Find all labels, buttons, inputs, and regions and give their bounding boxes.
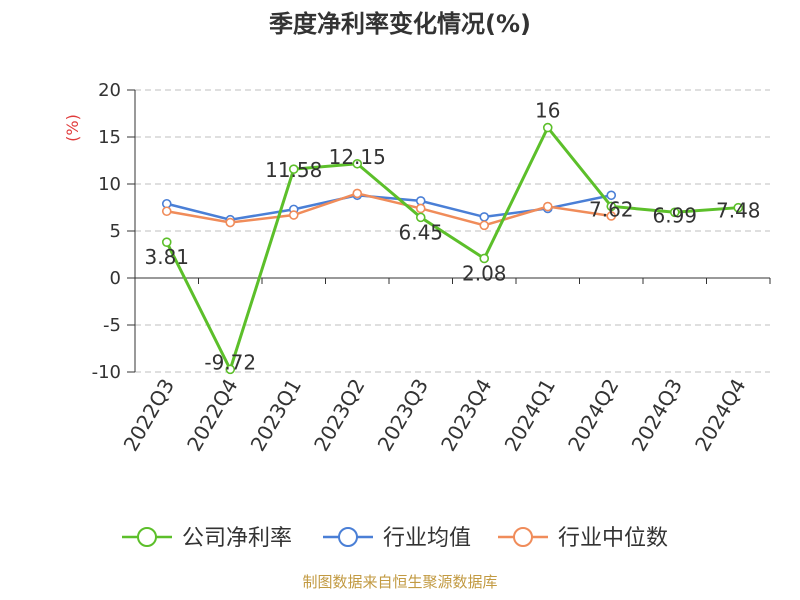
x-tick-label: 2022Q4 [182,375,242,456]
data-point [161,206,172,217]
data-point [606,190,617,201]
x-tick-label: 2023Q3 [373,375,433,456]
data-label: 6.45 [398,220,443,244]
x-tick-label: 2024Q2 [563,375,623,456]
data-point [352,158,363,169]
data-point [542,201,553,212]
data-label: 11.58 [265,158,322,182]
legend-marker [338,527,358,547]
data-point [288,164,299,174]
data-point [669,207,680,218]
data-label: 7.62 [589,197,634,221]
series-line [166,192,612,227]
data-label: 3.81 [144,245,189,269]
y-tick-label: 0 [110,268,121,289]
data-label: 6.99 [652,203,697,227]
y-tick-label: -10 [92,362,121,383]
x-tick-label: 2024Q4 [690,375,750,456]
data-label: 2.08 [462,261,507,285]
legend-label: 行业均值 [383,526,471,551]
data-label: -9.72 [204,350,256,374]
data-point [415,203,426,214]
data-point [479,212,490,222]
y-tick-label: -5 [103,315,121,336]
data-point [479,220,490,231]
data-label: 16 [535,99,560,123]
x-tick-label: 2024Q1 [500,375,560,456]
x-tick-label: 2023Q1 [246,375,306,456]
data-point [288,210,299,220]
data-point [542,122,553,133]
series-line [165,124,739,374]
legend-marker [137,527,157,547]
data-point [733,202,744,213]
data-label: 12.15 [329,145,386,169]
x-tick-label: 2023Q2 [309,375,369,456]
data-point [161,237,172,247]
legend-label: 公司净利率 [182,526,292,551]
data-point [606,201,617,212]
y-tick-label: 5 [110,221,121,242]
data-point [225,364,236,375]
y-tick-label: 15 [98,127,121,148]
legend-marker [513,527,533,547]
source-footer: 制图数据来自恒生聚源数据库 [302,573,498,591]
data-point [225,217,236,228]
y-tick-label: 20 [98,80,121,101]
legend-label: 行业中位数 [558,526,668,551]
data-label: 7.48 [716,199,761,223]
x-tick-label: 2022Q3 [119,375,179,456]
data-point [352,188,363,199]
y-tick-label: 10 [98,174,121,195]
chart-title: 季度净利率变化情况(%) [269,10,531,38]
x-tick-label: 2024Q3 [627,375,687,456]
data-point [479,253,490,264]
x-tick-label: 2023Q4 [436,375,496,456]
y-axis-label: (%) [63,114,82,142]
data-point [606,211,617,221]
data-point [415,212,426,223]
